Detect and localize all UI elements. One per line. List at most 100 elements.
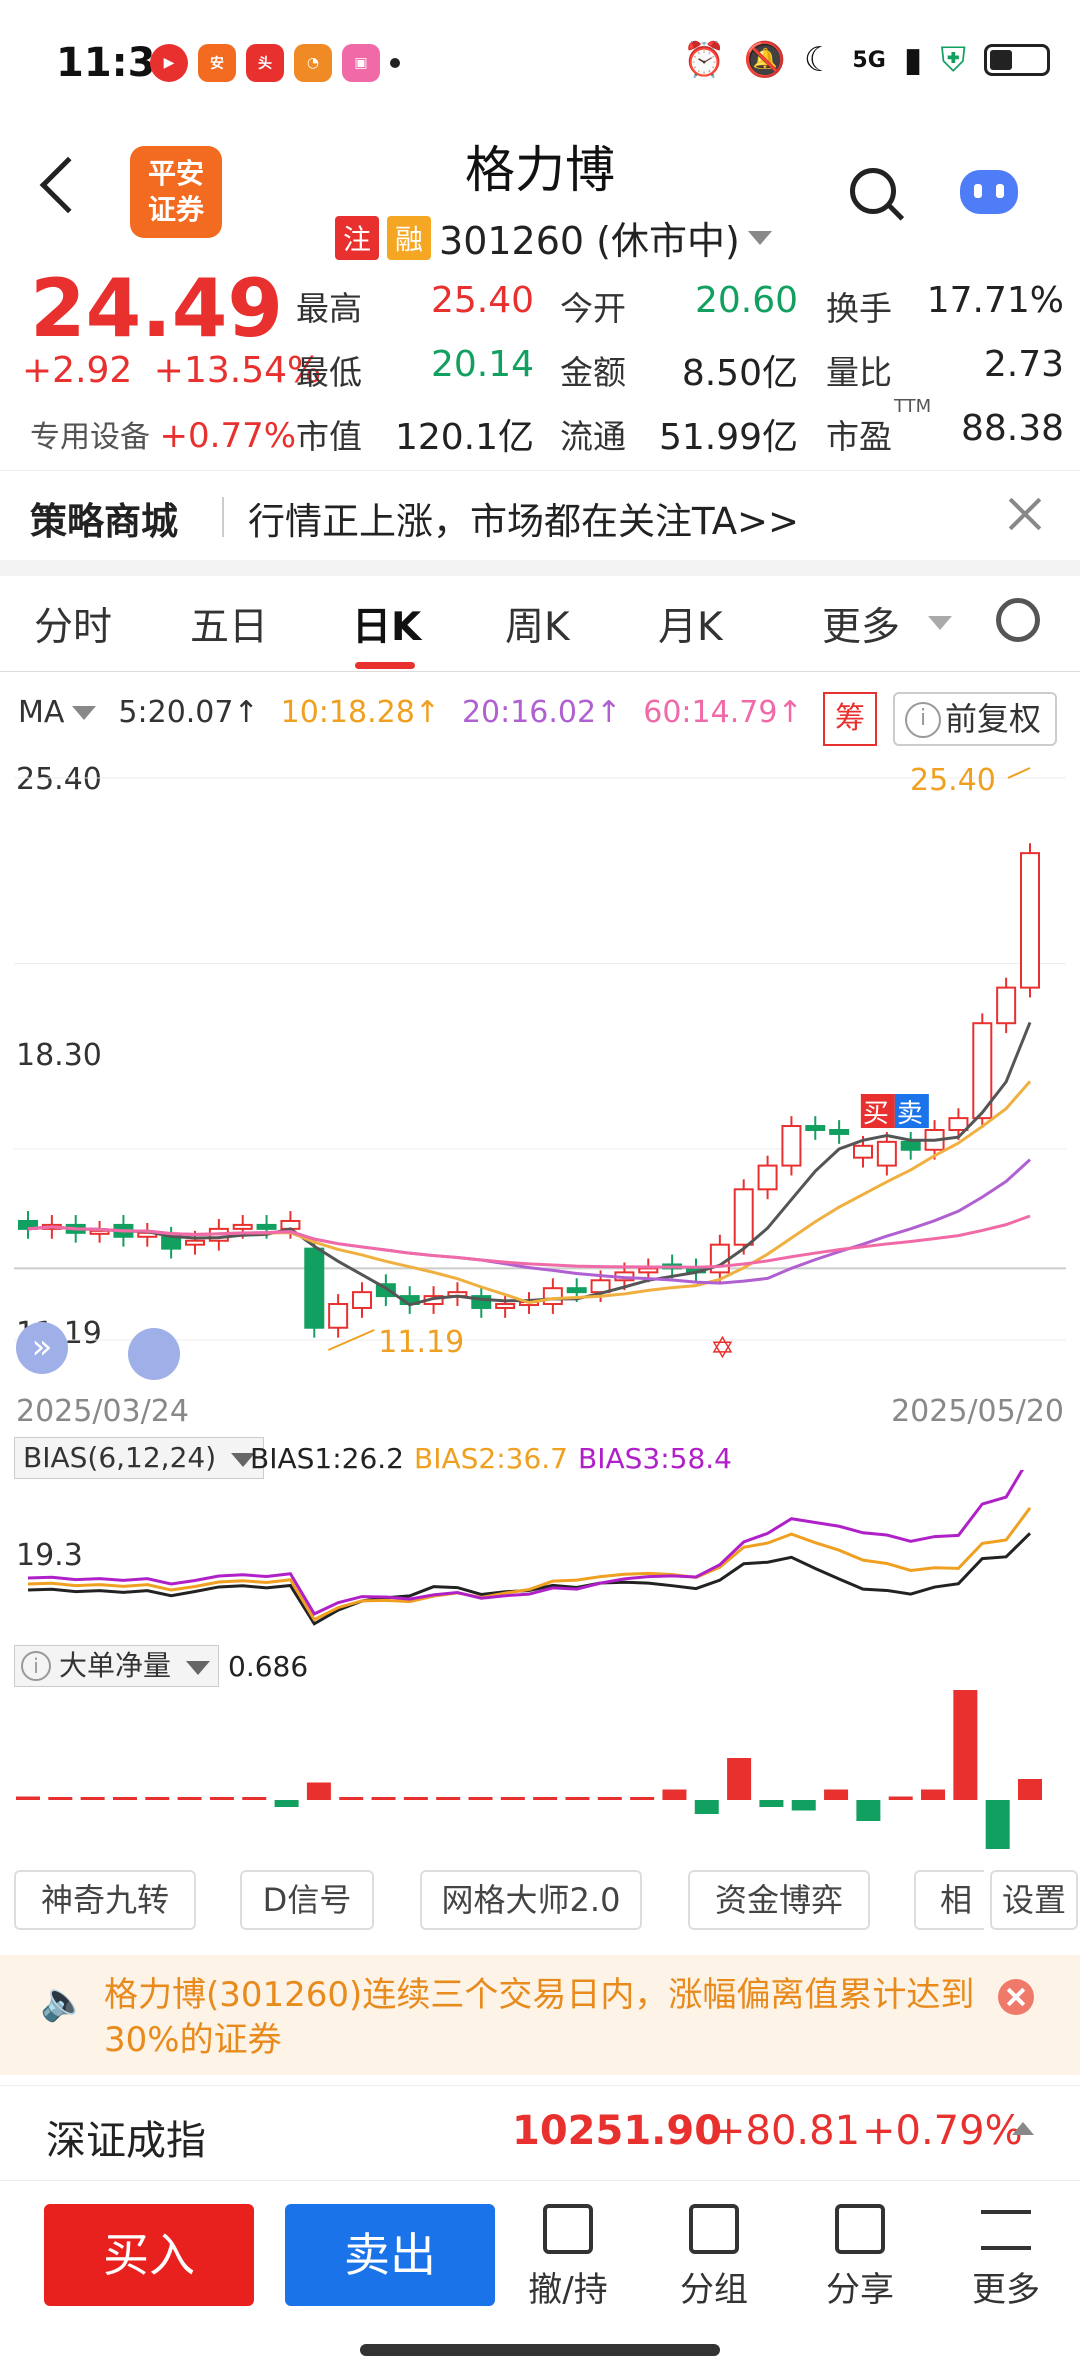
alarm-icon: ⏰ — [683, 40, 726, 80]
cancel-hold-icon — [543, 2204, 593, 2254]
max-price-label: 25.40 — [910, 763, 996, 798]
candle-body — [876, 1140, 897, 1167]
network-type: 5G — [852, 47, 886, 73]
price-adjust-button[interactable]: 前复权 — [893, 692, 1057, 746]
tool-d-signal[interactable]: D信号 — [240, 1870, 374, 1930]
notification-app-icon: ▶ — [150, 44, 188, 82]
status-app-icons: ▶ 安 头 ◔ ▣ — [150, 44, 400, 82]
big-order-selector[interactable]: i 大单净量 — [14, 1645, 219, 1687]
big-order-bar — [985, 1800, 1010, 1849]
tool-nine-turn[interactable]: 神奇九转 — [14, 1870, 196, 1930]
index-name: 深证成指 — [46, 2118, 206, 2164]
section-divider — [0, 560, 1080, 576]
big-order-bar — [824, 1789, 849, 1800]
notice-close-icon[interactable] — [998, 1979, 1034, 2015]
stock-subtitle[interactable]: 注 融 301260 (休市中) — [335, 210, 772, 265]
quote-value: 2.73 — [983, 344, 1064, 385]
bias-line — [27, 1470, 1024, 1616]
shopping-app-icon: ◔ — [294, 44, 332, 82]
chevron-up-icon[interactable] — [1012, 2122, 1034, 2135]
quote-value: 25.40 — [430, 280, 534, 321]
ma-legend[interactable]: MA 5:20.07↑ 10:18.28↑ 20:16.02↑ 60:14.79… — [18, 695, 803, 730]
bias-indicator-selector[interactable]: BIAS(6,12,24) — [14, 1437, 265, 1479]
big-order-bar — [759, 1800, 784, 1807]
candle-body — [566, 1287, 587, 1294]
big-order-bar — [533, 1797, 558, 1800]
strategy-divider — [222, 497, 224, 537]
strategy-banner[interactable]: 策略商城 行情正上涨，市场都在关注TA>> — [0, 470, 1080, 560]
x-end-date: 2025/05/20 — [891, 1394, 1064, 1429]
bias-line — [27, 1532, 1032, 1626]
quote-value: 20.60 — [694, 280, 798, 321]
big-order-bar — [48, 1797, 73, 1800]
change-value: +2.92 — [22, 350, 133, 391]
chip-distribution-button[interactable]: 筹 — [823, 692, 877, 746]
tag-rong: 融 — [387, 215, 432, 260]
risk-notice[interactable]: 🔈 格力博(301260)连续三个交易日内，涨幅偏离值累计达到30%的证券 — [0, 1955, 1080, 2075]
big-order-bar — [630, 1797, 655, 1800]
kline-chart[interactable]: 25.40 11.19 买 卖 ✡ — [0, 760, 1080, 1400]
tab-monthly-k[interactable]: 月K — [658, 605, 723, 650]
nav-cancel-hold-label: 撤/持 — [528, 2270, 608, 2310]
speaker-icon: 🔈 — [40, 1979, 88, 2023]
search-icon[interactable] — [850, 168, 896, 214]
tool-fund-game[interactable]: 资金博弈 — [688, 1870, 870, 1930]
bias-y-tick: 19.3 — [16, 1538, 83, 1573]
index-ticker[interactable]: 深证成指 10251.90 +80.81 +0.79% — [0, 2085, 1080, 2181]
tool-grid-master[interactable]: 网格大师2.0 — [420, 1870, 642, 1930]
tab-more[interactable]: 更多 — [822, 605, 901, 650]
nav-group[interactable]: 分组 — [654, 2204, 774, 2311]
ma60-value: 60:14.79↑ — [643, 695, 803, 730]
sell-button[interactable]: 卖出 — [285, 2204, 495, 2306]
tab-five-day[interactable]: 五日 — [190, 605, 269, 650]
tab-daily-k[interactable]: 日K — [352, 605, 422, 650]
candle-body — [996, 986, 1017, 1025]
min-price-label: 11.19 — [378, 1325, 464, 1360]
close-icon[interactable] — [1005, 493, 1045, 533]
broker-logo[interactable]: 平安证券 — [130, 146, 222, 238]
quote-label: 流通 — [560, 417, 626, 456]
candle-body — [781, 1125, 802, 1167]
bias-label: BIAS(6,12,24) — [23, 1441, 217, 1474]
period-tabs: 分时 五日 日K 周K 月K 更多 — [0, 576, 1080, 672]
ma-line — [27, 1021, 1032, 1307]
candle-body — [542, 1287, 563, 1306]
nav-share[interactable]: 分享 — [800, 2204, 920, 2311]
nav-group-label: 分组 — [680, 2270, 748, 2310]
tool-settings[interactable]: 设置 — [990, 1870, 1078, 1930]
nav-more[interactable]: 更多 — [946, 2204, 1066, 2311]
big-order-bar — [177, 1797, 202, 1800]
price-change: +2.92 +13.54% — [22, 350, 321, 391]
nav-more-label: 更多 — [972, 2270, 1040, 2310]
gear-icon[interactable] — [996, 598, 1040, 642]
tab-intraday[interactable]: 分时 — [34, 605, 113, 650]
bias-chart[interactable] — [0, 1470, 1080, 1640]
big-order-bar — [468, 1797, 493, 1800]
bias2-value: BIAS2:36.7 — [414, 1442, 568, 1475]
big-order-bar — [727, 1758, 752, 1800]
fullscreen-icon[interactable] — [128, 1328, 180, 1380]
big-order-bar-chart[interactable] — [0, 1690, 1080, 1850]
big-order-bar — [306, 1782, 331, 1800]
min-label-leader — [327, 1329, 375, 1351]
nav-cancel-hold[interactable]: 撤/持 — [508, 2204, 628, 2311]
quote-value: 88.38 — [960, 408, 1064, 449]
candle-body — [232, 1223, 253, 1230]
buy-button[interactable]: 买入 — [44, 2204, 254, 2306]
candle-body — [948, 1117, 969, 1131]
stock-code-status: 301260 (休市中) — [439, 219, 740, 263]
quote-label: 金额 — [560, 353, 626, 392]
status-bar: 11:31 ▶ 安 头 ◔ ▣ ⏰ 🔕 ☾ 5G ▮ ⛨ — [0, 0, 1080, 120]
sector-info[interactable]: 专用设备 +0.77% — [30, 412, 296, 456]
candle-body — [853, 1144, 873, 1159]
quote-label: 市值 — [296, 417, 362, 456]
tab-weekly-k[interactable]: 周K — [505, 605, 570, 650]
big-order-bar — [403, 1797, 428, 1800]
signal-icon: ▮ — [903, 40, 923, 80]
y-tick-mid: 18.30 — [16, 1038, 102, 1073]
assistant-robot-icon[interactable] — [960, 170, 1018, 214]
strategy-title: 策略商城 — [30, 500, 178, 543]
tool-partial[interactable]: 相 — [914, 1870, 984, 1930]
expand-left-icon[interactable]: » — [16, 1322, 68, 1374]
sell-marker — [894, 1094, 929, 1128]
